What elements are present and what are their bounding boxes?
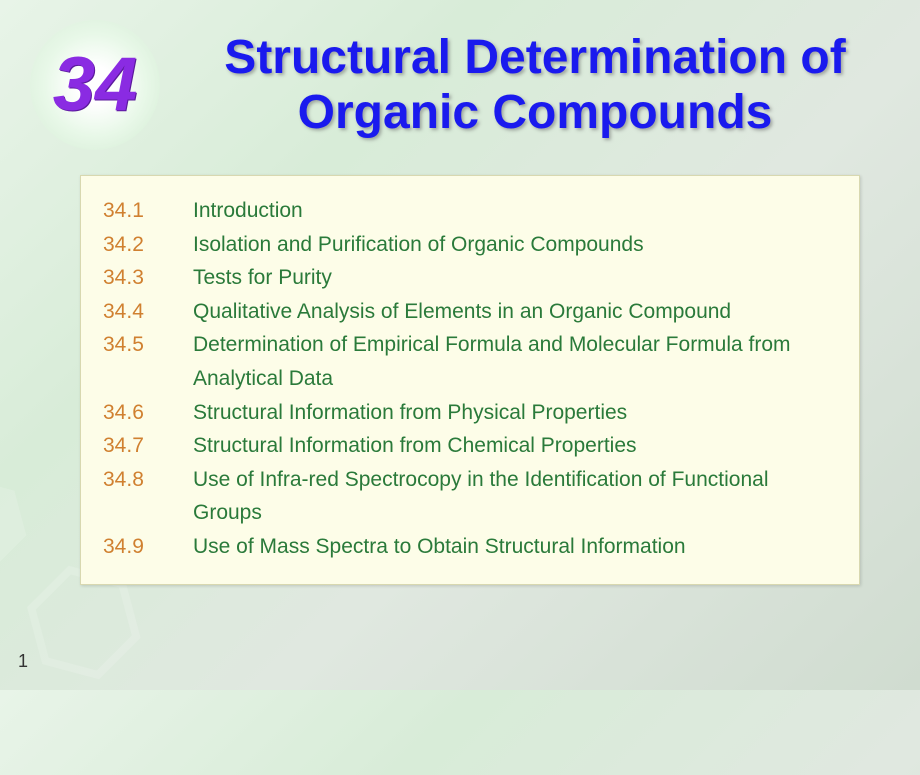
chapter-number: 34 [53, 47, 138, 123]
toc-number: 34.7 [103, 429, 193, 463]
toc-text: Structural Information from Chemical Pro… [193, 429, 837, 463]
toc-number: 34.5 [103, 328, 193, 362]
toc-number: 34.4 [103, 295, 193, 329]
toc-text: Use of Infra-red Spectrocopy in the Iden… [193, 463, 837, 530]
toc-row: 34.2 Isolation and Purification of Organ… [103, 228, 837, 262]
toc-row: 34.9 Use of Mass Spectra to Obtain Struc… [103, 530, 837, 564]
chapter-badge: 34 [30, 20, 160, 150]
toc-number: 34.3 [103, 261, 193, 295]
toc-row: 34.3 Tests for Purity [103, 261, 837, 295]
toc-number: 34.8 [103, 463, 193, 497]
header: 34 Structural Determination of Organic C… [0, 0, 920, 160]
toc-row: 34.6 Structural Information from Physica… [103, 396, 837, 430]
toc-row: 34.8 Use of Infra-red Spectrocopy in the… [103, 463, 837, 530]
toc-text: Determination of Empirical Formula and M… [193, 328, 837, 395]
page-number: 1 [18, 651, 28, 672]
toc-text: Structural Information from Physical Pro… [193, 396, 837, 430]
toc-row: 34.4 Qualitative Analysis of Elements in… [103, 295, 837, 329]
toc-row: 34.5 Determination of Empirical Formula … [103, 328, 837, 395]
toc-row: 34.7 Structural Information from Chemica… [103, 429, 837, 463]
toc-number: 34.6 [103, 396, 193, 430]
toc-number: 34.1 [103, 194, 193, 228]
toc-text: Tests for Purity [193, 261, 837, 295]
toc-text: Use of Mass Spectra to Obtain Structural… [193, 530, 837, 564]
chapter-title: Structural Determination of Organic Comp… [180, 30, 890, 140]
toc-text: Qualitative Analysis of Elements in an O… [193, 295, 837, 329]
toc-box: 34.1 Introduction 34.2 Isolation and Pur… [80, 175, 860, 585]
toc-row: 34.1 Introduction [103, 194, 837, 228]
toc-text: Isolation and Purification of Organic Co… [193, 228, 837, 262]
toc-number: 34.9 [103, 530, 193, 564]
toc-text: Introduction [193, 194, 837, 228]
toc-number: 34.2 [103, 228, 193, 262]
